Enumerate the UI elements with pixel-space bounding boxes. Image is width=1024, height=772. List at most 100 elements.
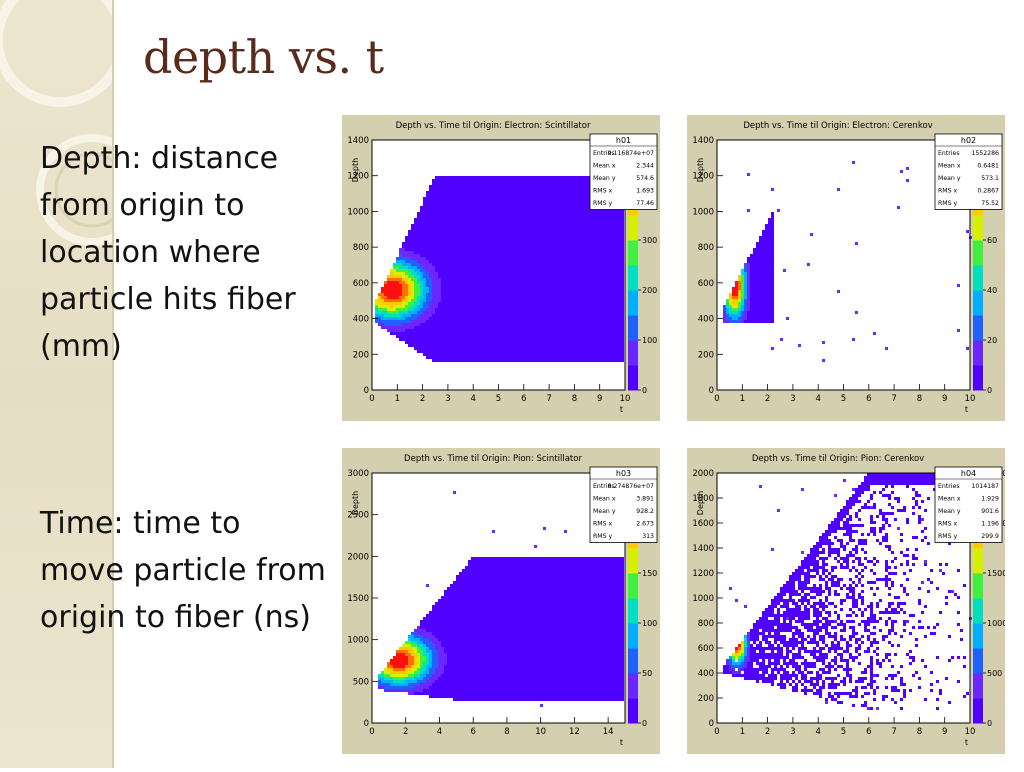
- heatmap-cell: [552, 206, 555, 209]
- heatmap-cell: [474, 278, 477, 281]
- heatmap-cell: [558, 254, 561, 257]
- heatmap-cell: [408, 341, 411, 344]
- heatmap-cell: [765, 242, 768, 245]
- heatmap-cell: [417, 299, 420, 302]
- heatmap-cell: [591, 269, 594, 272]
- heatmap-cell: [483, 305, 486, 308]
- heatmap-cell: [453, 326, 456, 329]
- stats-box-name: h01: [616, 136, 631, 145]
- heatmap-cell: [480, 359, 483, 362]
- heatmap-cell: [573, 179, 576, 182]
- heatmap-cell: [450, 191, 453, 194]
- heatmap-cell: [582, 311, 585, 314]
- heatmap-cell: [420, 215, 423, 218]
- heatmap-cell: [528, 275, 531, 278]
- heatmap-cell: [561, 344, 564, 347]
- heatmap-cell: [546, 338, 549, 341]
- heatmap-cell: [507, 239, 510, 242]
- heatmap-cell: [405, 314, 408, 317]
- heatmap-cell: [573, 332, 576, 335]
- heatmap-cell: [612, 248, 615, 251]
- heatmap-cell: [753, 305, 756, 308]
- heatmap-cell: [747, 320, 750, 323]
- heatmap-cell: [522, 290, 525, 293]
- heatmap-cell: [588, 218, 591, 221]
- heatmap-cell: [612, 236, 615, 239]
- heatmap-cell: [459, 200, 462, 203]
- heatmap-cell: [540, 275, 543, 278]
- heatmap-cell: [504, 332, 507, 335]
- heatmap-cell: [414, 218, 417, 221]
- heatmap-cell: [591, 239, 594, 242]
- heatmap-cell: [756, 299, 759, 302]
- heatmap-cell: [426, 335, 429, 338]
- heatmap-cell: [468, 203, 471, 206]
- heatmap-cell: [621, 332, 624, 335]
- heatmap-cell: [591, 338, 594, 341]
- heatmap-cell: [375, 299, 378, 302]
- heatmap-cell: [453, 344, 456, 347]
- heatmap-cell: [534, 188, 537, 191]
- heatmap-cell: [573, 320, 576, 323]
- heatmap-cell: [579, 323, 582, 326]
- heatmap-cell: [423, 239, 426, 242]
- heatmap-cell: [534, 272, 537, 275]
- heatmap-cell: [438, 239, 441, 242]
- heatmap-cell: [519, 317, 522, 320]
- heatmap-cell: [486, 191, 489, 194]
- heatmap-cell: [621, 254, 624, 257]
- heatmap-cell: [420, 311, 423, 314]
- heatmap-cell: [546, 299, 549, 302]
- heatmap-cell: [525, 284, 528, 287]
- heatmap-cell: [576, 347, 579, 350]
- heatmap-cell: [435, 332, 438, 335]
- heatmap-cell: [441, 305, 444, 308]
- heatmap-cell: [447, 356, 450, 359]
- heatmap-cell: [510, 302, 513, 305]
- heatmap-cell: [615, 224, 618, 227]
- heatmap-cell: [474, 185, 477, 188]
- heatmap-cell: [417, 239, 420, 242]
- x-tick-label: 5: [496, 394, 501, 404]
- heatmap-cell: [597, 314, 600, 317]
- heatmap-cell: [603, 338, 606, 341]
- heatmap-cell: [411, 278, 414, 281]
- heatmap-cell: [582, 245, 585, 248]
- heatmap-cell: [570, 224, 573, 227]
- heatmap-cell: [750, 260, 753, 263]
- heatmap-cell: [570, 326, 573, 329]
- heatmap-cell: [507, 338, 510, 341]
- heatmap-cell: [456, 335, 459, 338]
- heatmap-cell: [573, 230, 576, 233]
- heatmap-cell: [531, 290, 534, 293]
- heatmap-cell: [618, 299, 621, 302]
- heatmap-cell: [531, 188, 534, 191]
- heatmap-cell: [384, 302, 387, 305]
- heatmap-cell: [618, 269, 621, 272]
- heatmap-cell: [510, 176, 513, 179]
- heatmap-cell: [402, 263, 405, 266]
- heatmap-cell: [543, 209, 546, 212]
- heatmap-cell: [405, 245, 408, 248]
- heatmap-cell: [753, 278, 756, 281]
- heatmap-cell: [615, 272, 618, 275]
- heatmap-cell: [522, 176, 525, 179]
- heatmap-cell: [453, 278, 456, 281]
- heatmap-cell: [558, 206, 561, 209]
- heatmap-cell: [495, 353, 498, 356]
- heatmap-cell: [444, 350, 447, 353]
- heatmap-cell: [474, 209, 477, 212]
- heatmap-cell: [474, 200, 477, 203]
- heatmap-cell: [444, 341, 447, 344]
- heatmap-cell: [765, 305, 768, 308]
- heatmap-cell: [513, 182, 516, 185]
- heatmap-cell: [606, 248, 609, 251]
- heatmap-cell: [549, 335, 552, 338]
- heatmap-cell: [612, 218, 615, 221]
- heatmap-cell: [603, 281, 606, 284]
- heatmap-cell: [486, 194, 489, 197]
- heatmap-cell: [507, 212, 510, 215]
- heatmap-cell: [414, 287, 417, 290]
- heatmap-cell: [534, 296, 537, 299]
- heatmap-cell: [441, 182, 444, 185]
